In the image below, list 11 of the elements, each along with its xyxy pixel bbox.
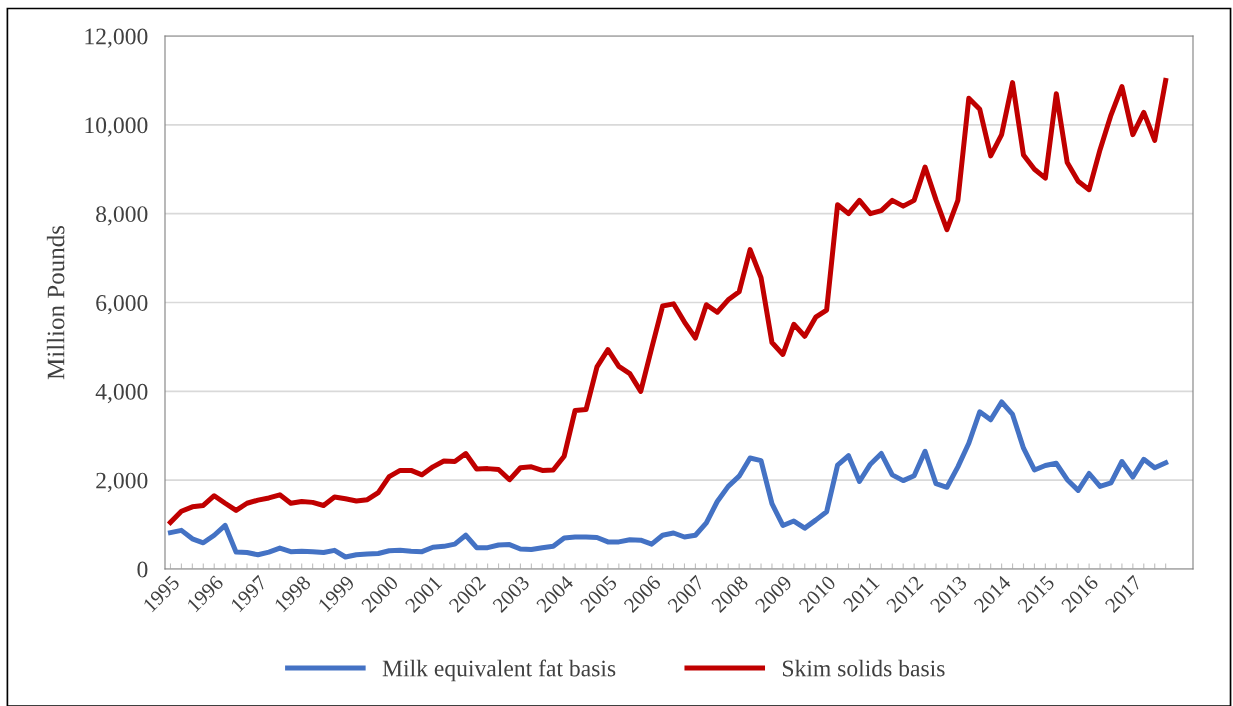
y-axis-title: Million Pounds	[46, 225, 65, 380]
y-tick-label: 12,000	[85, 28, 148, 48]
legend-label: Skim solids basis	[782, 659, 945, 677]
y-tick-label: 2,000	[96, 472, 148, 492]
y-tick-label: 8,000	[96, 206, 148, 226]
y-tick-label: 0	[137, 561, 148, 578]
y-tick-label: 4,000	[95, 383, 148, 404]
x-tick-label: 2011	[842, 575, 880, 613]
y-tick-label: 10,000	[85, 117, 148, 137]
legend-label: Milk equivalent fat basis	[382, 659, 616, 682]
y-tick-label: 6,000	[96, 294, 148, 315]
